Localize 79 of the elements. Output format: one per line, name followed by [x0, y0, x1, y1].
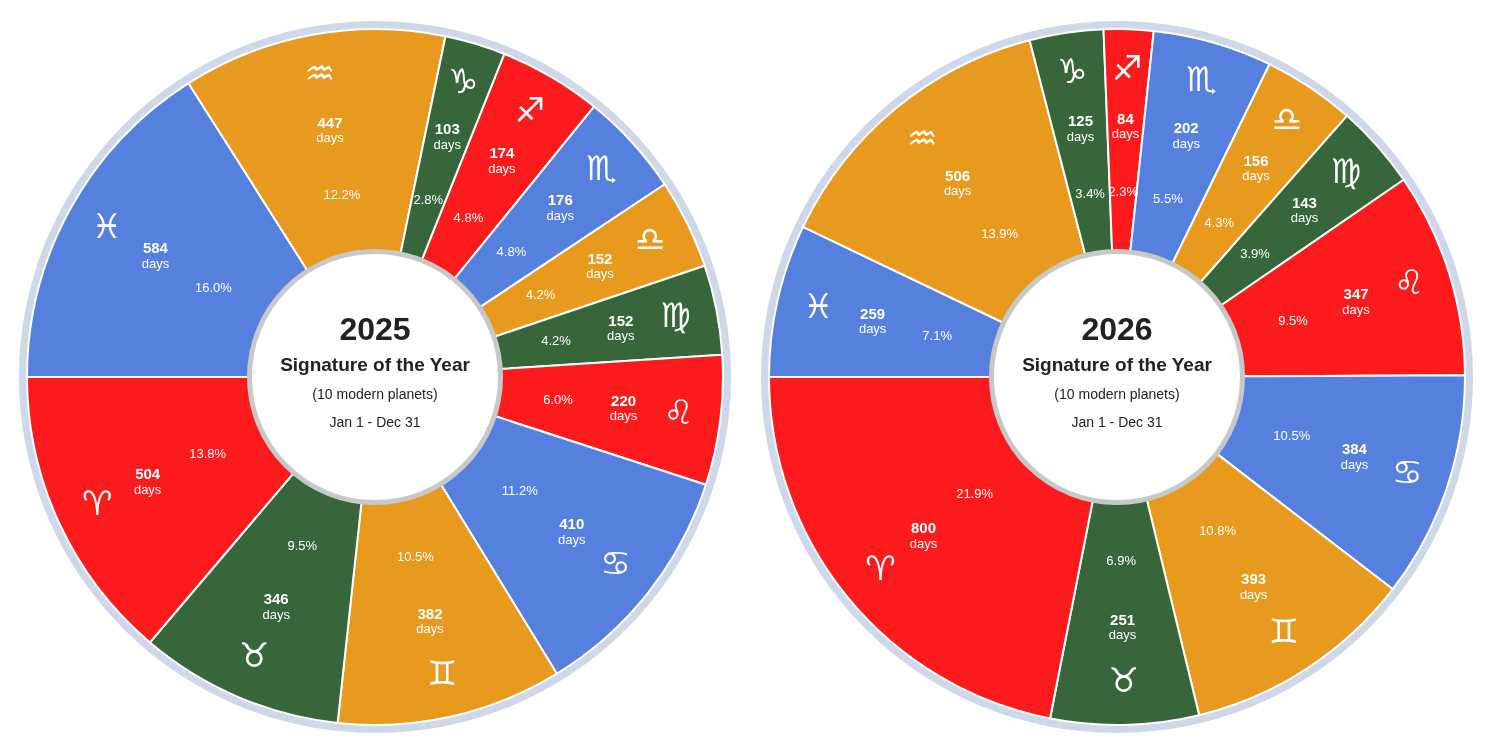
- data-label: 384 days: [1340, 440, 1369, 472]
- text: 2026: [1081, 311, 1153, 349]
- slice-label: ♐: [1112, 47, 1143, 88]
- data-label: 410 days: [557, 515, 586, 547]
- text: 13.8%: [189, 446, 227, 462]
- slice-label: ♏: [1186, 59, 1217, 100]
- slice-label: ♑: [1057, 50, 1088, 91]
- text: 5.5%: [1153, 191, 1183, 207]
- data-label: 143 days: [1290, 193, 1319, 226]
- data-label: 176 days: [546, 191, 575, 223]
- slice-label: ♉: [1108, 659, 1140, 700]
- text: 21.9%: [956, 485, 994, 501]
- text: 4.8%: [496, 244, 527, 260]
- text: 9.5%: [1278, 313, 1308, 329]
- data-label: 382 days: [416, 604, 445, 637]
- text: Signature of the Year: [280, 354, 470, 377]
- data-label: 174 days: [488, 144, 517, 176]
- data-label: 152 days: [607, 311, 636, 344]
- text: 2.8%: [413, 191, 444, 207]
- slice-label: ♌: [663, 392, 695, 433]
- text: 2025: [339, 311, 411, 349]
- text: Jan 1 - Dec 31: [1071, 414, 1163, 431]
- slice-label: ♎: [634, 218, 666, 259]
- data-label: 447 days: [316, 113, 345, 146]
- data-label: 156 days: [1242, 151, 1271, 184]
- slice-label: ♏: [586, 147, 617, 188]
- text: 13.9%: [981, 226, 1019, 242]
- data-label: 103 days: [433, 120, 462, 152]
- text: 4.2%: [541, 332, 571, 348]
- slice-label: ♋: [1391, 451, 1423, 492]
- slice-label: ♑: [448, 60, 479, 101]
- slice-label: ♍: [660, 294, 691, 335]
- slice-label: ♍: [1330, 150, 1362, 191]
- data-label: 346 days: [262, 590, 291, 622]
- text: 10.8%: [1199, 523, 1236, 539]
- slice-label: ♋: [600, 543, 631, 584]
- slice-label: ♓: [803, 286, 834, 327]
- text: 3.4%: [1075, 186, 1105, 202]
- text: 4.8%: [453, 209, 484, 225]
- slice-label: ♈: [81, 482, 113, 523]
- slice-label: ♊: [426, 652, 458, 693]
- slice-label: ♊: [1268, 610, 1300, 651]
- data-label: 504 days: [133, 465, 162, 497]
- data-label: 584 days: [141, 239, 170, 271]
- data-label: 800 days: [909, 519, 938, 551]
- text: 10.5%: [397, 548, 434, 564]
- data-label: 251 days: [1108, 610, 1137, 643]
- slice-label: ♌: [1393, 262, 1425, 303]
- text: 4.3%: [1204, 215, 1235, 231]
- text: 3.9%: [1240, 246, 1270, 262]
- slice-label: ♒: [906, 117, 938, 158]
- slice-label: ♓: [91, 206, 122, 247]
- slice-label: ♈: [865, 548, 896, 589]
- text: 11.2%: [501, 482, 538, 498]
- text: 4.2%: [525, 287, 556, 303]
- text: 7.1%: [922, 327, 952, 343]
- slice-label: ♉: [238, 635, 270, 676]
- text: 9.5%: [287, 538, 318, 554]
- text: (10 modern planets): [312, 386, 438, 403]
- data-label: 84 days: [1111, 109, 1140, 142]
- data-label: 125 days: [1066, 112, 1095, 144]
- data-label: 347 days: [1342, 285, 1371, 317]
- data-label: 202 days: [1172, 119, 1201, 151]
- slice-label: ♒: [304, 52, 336, 93]
- slice-label: ♐: [514, 89, 546, 130]
- text: Jan 1 - Dec 31: [329, 414, 421, 431]
- text: 6.9%: [1106, 552, 1136, 568]
- text: 16.0%: [194, 279, 232, 295]
- text: Signature of the Year: [1022, 354, 1212, 377]
- data-label: 259 days: [858, 304, 887, 337]
- slice-label: ♎: [1271, 99, 1303, 139]
- text: (10 modern planets): [1054, 386, 1180, 403]
- data-label: 220 days: [609, 391, 638, 423]
- text: 10.5%: [1273, 427, 1311, 443]
- text: 6.0%: [543, 391, 573, 407]
- data-label: 393 days: [1239, 570, 1268, 602]
- data-label: 152 days: [586, 249, 615, 282]
- data-label: 506 days: [943, 166, 972, 199]
- text: 12.2%: [323, 187, 361, 203]
